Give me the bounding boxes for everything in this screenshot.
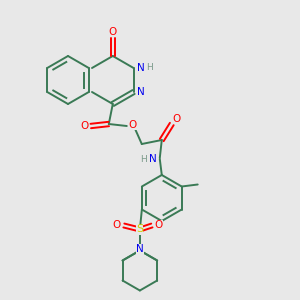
Text: O: O xyxy=(81,121,89,131)
Text: N: N xyxy=(137,63,144,73)
Text: H: H xyxy=(140,154,147,164)
Text: O: O xyxy=(173,114,181,124)
Text: N: N xyxy=(137,87,144,97)
Text: O: O xyxy=(129,120,137,130)
Text: N: N xyxy=(149,154,157,164)
Text: O: O xyxy=(113,220,121,230)
Text: O: O xyxy=(155,220,163,230)
Text: S: S xyxy=(136,224,143,235)
Text: H: H xyxy=(146,62,153,71)
Text: O: O xyxy=(109,27,117,37)
Text: N: N xyxy=(136,244,144,254)
